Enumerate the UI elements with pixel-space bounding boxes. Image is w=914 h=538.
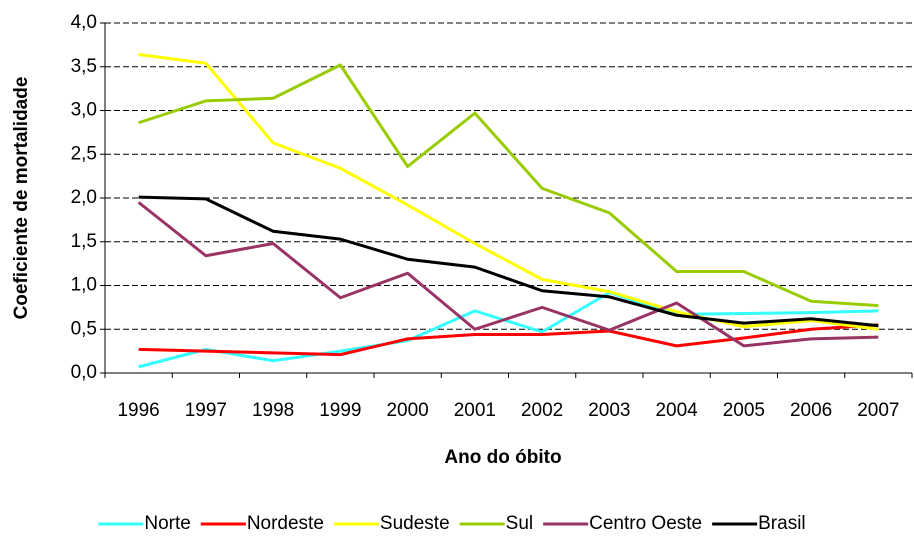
series-line [138, 53, 879, 331]
legend-label: Sudeste [380, 513, 450, 534]
legend-label: Nordeste [247, 513, 324, 534]
y-tick-label: 3,0 [71, 100, 97, 121]
legend-label: Norte [144, 513, 190, 534]
x-tick-label: 2002 [521, 400, 563, 421]
x-tick-label: 1996 [117, 400, 159, 421]
y-tick-label: 1,0 [71, 275, 97, 296]
y-tick-label: 1,5 [71, 231, 97, 252]
legend-label: Brasil [758, 513, 806, 534]
x-tick-label: 2001 [454, 400, 496, 421]
series-line [138, 323, 879, 357]
x-tick-label: 2003 [588, 400, 630, 421]
y-tick-label: 2,0 [71, 187, 97, 208]
x-tick-label: 1999 [319, 400, 361, 421]
x-tick-label: 2004 [655, 400, 698, 421]
series-line [138, 63, 879, 308]
x-tick-label: 1998 [252, 400, 294, 421]
y-tick-label: 0,5 [71, 318, 97, 339]
x-tick-label: 2006 [790, 400, 832, 421]
y-tick-label: 2,5 [71, 143, 97, 164]
series-line [138, 195, 879, 328]
legend-label: Sul [506, 513, 533, 534]
legend-label: Centro Oeste [589, 513, 702, 534]
x-axis-title: Ano do óbito [444, 447, 561, 468]
x-tick-label: 2005 [723, 400, 765, 421]
x-tick-label: 2007 [857, 400, 899, 421]
y-axis-title: Coeficiente de mortalidade [11, 77, 32, 320]
y-tick-label: 0,0 [71, 362, 97, 383]
x-tick-label: 1997 [185, 400, 227, 421]
series-line [137, 201, 879, 348]
y-tick-label: 4,0 [71, 12, 97, 33]
series-line [138, 291, 879, 369]
y-tick-label: 3,5 [71, 56, 97, 77]
x-tick-label: 2000 [386, 400, 428, 421]
